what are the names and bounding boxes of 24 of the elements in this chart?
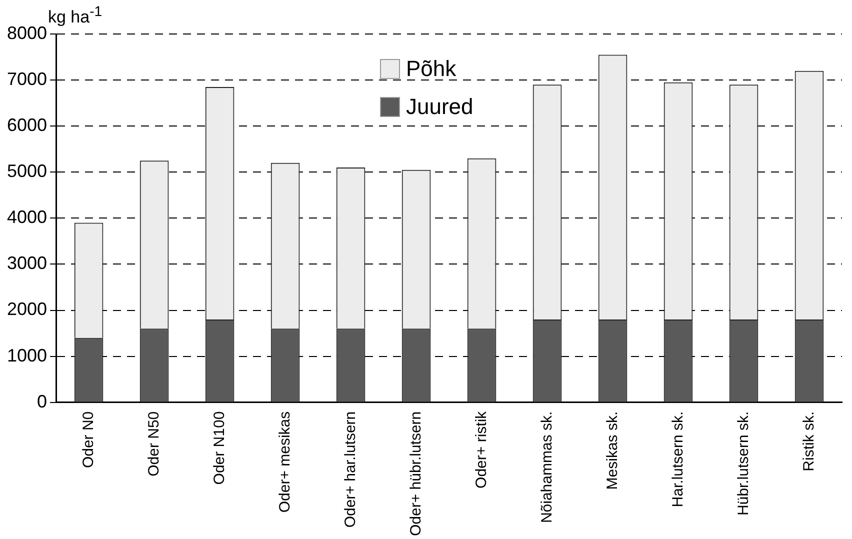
x-tick-label: Hübr.lutsern sk. xyxy=(734,411,752,516)
y-tick-label: 5000 xyxy=(6,161,48,182)
y-tick-label: 4000 xyxy=(6,207,48,228)
legend-label: Juured xyxy=(406,94,474,120)
y-axis-title: kg ha$^{-1}$ xyxy=(48,4,102,28)
y-tick-label: 3000 xyxy=(6,253,48,274)
y-tick-label: 6000 xyxy=(6,115,48,136)
x-tick-label: Oder+ hübr.lutsern xyxy=(407,411,424,536)
y-tick-label: 8000 xyxy=(6,22,48,43)
x-tick-label: Ristik sk. xyxy=(800,411,818,472)
y-tick-label: 1000 xyxy=(6,345,48,366)
y-tick-label: 7000 xyxy=(6,69,48,90)
x-tick-label: Oder+ ristik xyxy=(472,410,490,488)
y-tick-label: 0 xyxy=(37,391,48,412)
y-tick-label: 2000 xyxy=(6,299,48,320)
x-tick-label: Mesikas sk. xyxy=(604,411,621,490)
x-tick-label: Oder+ har.lutsern xyxy=(342,411,359,528)
x-tick-label: Oder N0 xyxy=(80,411,97,468)
x-tick-label: Oder N50 xyxy=(145,411,162,476)
x-tick-label: Har.lutsern sk. xyxy=(669,411,686,508)
x-tick-label: Nõiahammas sk. xyxy=(538,411,556,524)
legend-label: Põhk xyxy=(406,56,456,82)
x-tick-label: Oder+ mesikas xyxy=(276,411,294,513)
x-tick-label: Oder N100 xyxy=(210,411,228,485)
